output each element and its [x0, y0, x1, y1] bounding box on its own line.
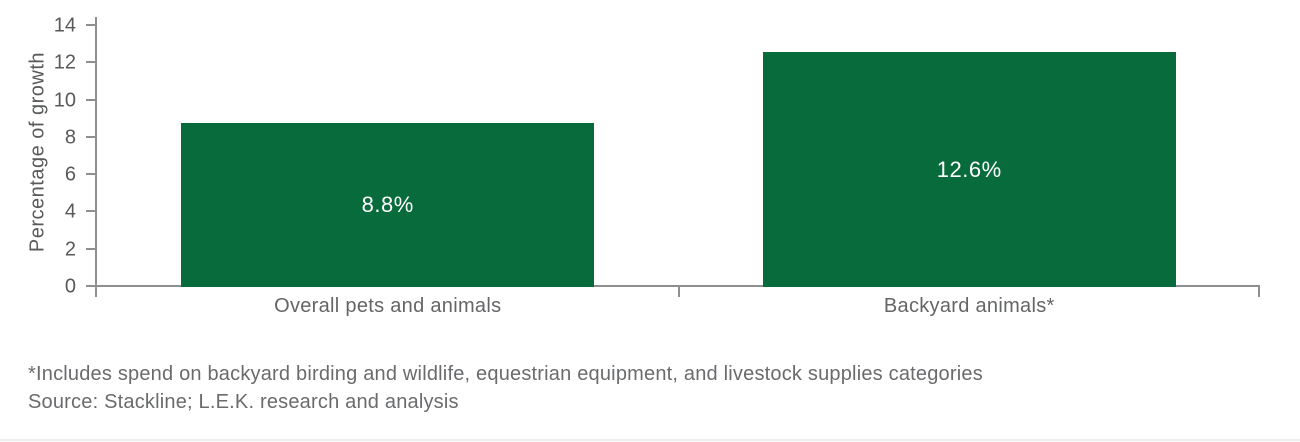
- x-axis-line: [86, 285, 1260, 287]
- footnote: *Includes spend on backyard birding and …: [28, 360, 983, 416]
- y-tick: [86, 61, 95, 64]
- bottom-divider: [0, 439, 1300, 441]
- y-tick-label: 10: [53, 89, 76, 112]
- y-tick-label: 4: [64, 200, 76, 223]
- bar-backyard-animals: 12.6%: [762, 52, 1176, 287]
- y-tick-label: 6: [64, 163, 76, 186]
- bar-value-label: 12.6%: [936, 156, 1002, 182]
- y-tick-label: 0: [64, 275, 76, 298]
- y-tick: [86, 210, 95, 213]
- y-tick: [86, 173, 95, 176]
- y-tick: [86, 247, 95, 250]
- x-axis-mid-tick: [677, 287, 680, 297]
- footnote-source: Source: Stackline; L.E.K. research and a…: [28, 391, 459, 413]
- y-tick: [86, 135, 95, 138]
- y-tick: [86, 98, 95, 101]
- y-tick-label: 12: [53, 51, 76, 74]
- y-tick-label: 2: [64, 238, 76, 261]
- footnote-asterisk-note: *Includes spend on backyard birding and …: [28, 363, 983, 385]
- category-label: Backyard animals*: [883, 295, 1055, 317]
- x-axis-end-tick: [1258, 287, 1260, 297]
- bar-value-label: 8.8%: [361, 191, 414, 217]
- y-tick-label: 8: [64, 126, 76, 149]
- y-axis-line: [95, 17, 97, 297]
- y-tick-label: 14: [53, 14, 76, 37]
- bar-overall-pets-and-animals: 8.8%: [181, 122, 595, 287]
- y-tick: [86, 24, 95, 26]
- category-label: Overall pets and animals: [274, 295, 502, 317]
